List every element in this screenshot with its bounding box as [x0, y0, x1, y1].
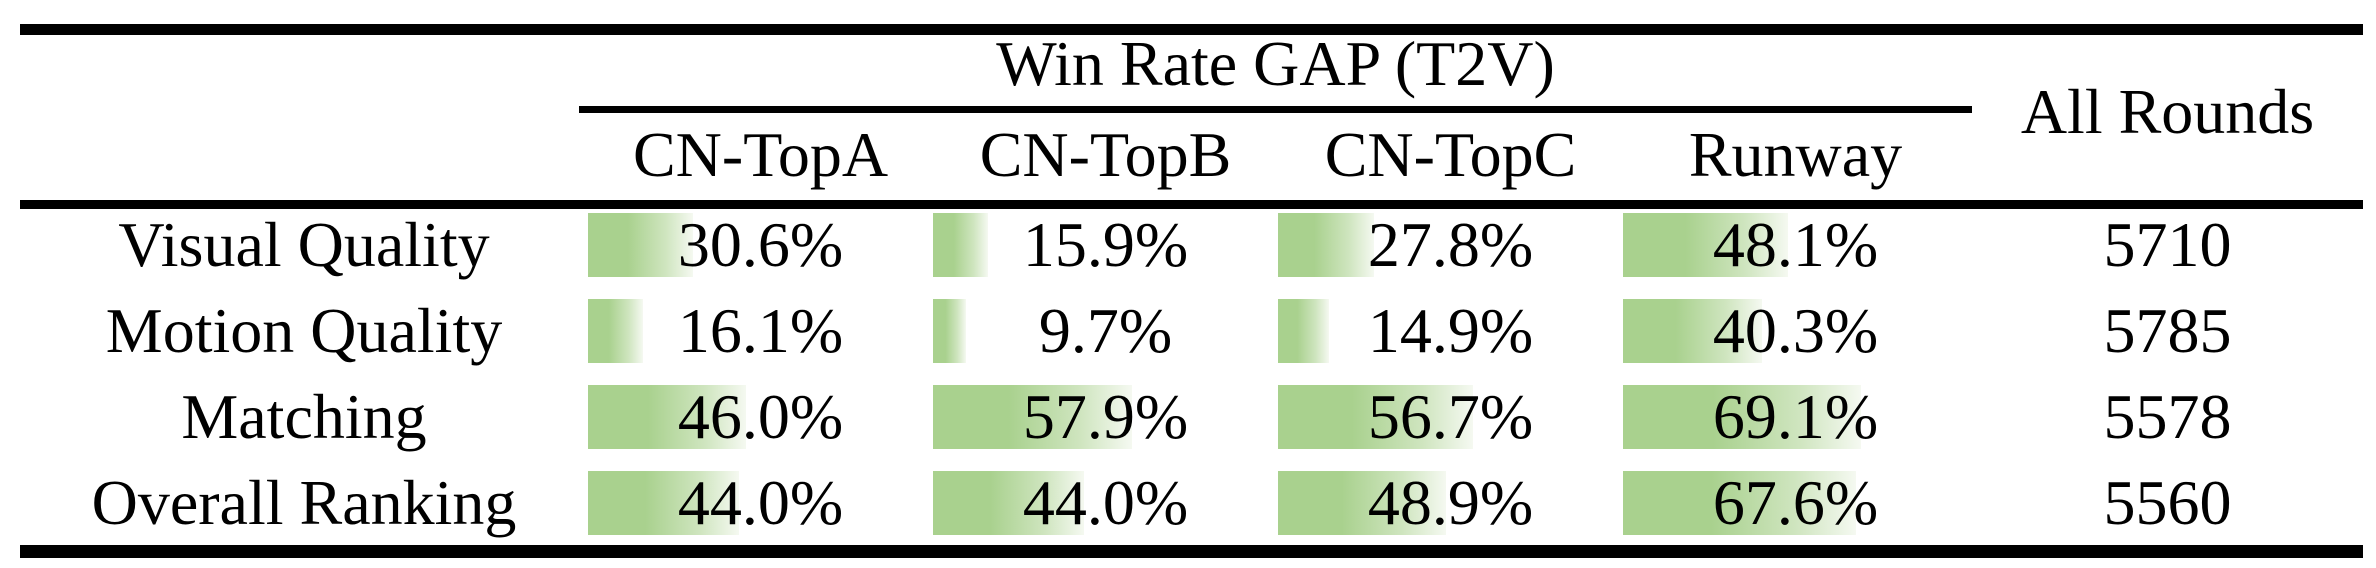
win-rate-bar [588, 385, 746, 449]
all-rounds-value: 5710 [2103, 209, 2232, 280]
win-rate-bar [1623, 471, 1856, 535]
column-header-cn-topc: CN-TopC [1324, 119, 1577, 190]
win-rate-bar [588, 213, 693, 277]
win-rate-bar [933, 213, 988, 277]
column-header-cn-topa: CN-TopA [632, 119, 889, 190]
row-label: Visual Quality [118, 209, 490, 280]
win-rate-bar [1623, 213, 1788, 277]
win-rate-bar [933, 385, 1132, 449]
row-label: Matching [181, 381, 427, 452]
win-rate-value: 40.3% [1712, 295, 1879, 366]
table-cell: 30.6% [588, 213, 933, 277]
win-rate-value: 48.1% [1712, 209, 1879, 280]
win-rate-value: 30.6% [677, 209, 844, 280]
win-rate-bar [1278, 299, 1329, 363]
table-cell: 57.9% [933, 385, 1278, 449]
bottom-rule [20, 545, 2363, 558]
win-rate-bar [1278, 213, 1374, 277]
row-label: Motion Quality [105, 295, 503, 366]
win-rate-value: 14.9% [1367, 295, 1534, 366]
table-cell: 16.1% [588, 299, 933, 363]
table-cell: 44.0% [588, 471, 933, 535]
win-rate-bar [1278, 385, 1473, 449]
win-rate-bar [933, 471, 1084, 535]
table-cell: 14.9% [1278, 299, 1623, 363]
win-rate-bar [933, 299, 966, 363]
win-rate-value: 69.1% [1712, 381, 1879, 452]
table-cell: 48.9% [1278, 471, 1623, 535]
win-rate-bar [588, 471, 739, 535]
win-rate-value: 57.9% [1022, 381, 1189, 452]
row-label: Overall Ranking [91, 467, 517, 538]
table-cell: 27.8% [1278, 213, 1623, 277]
win-rate-value: 67.6% [1712, 467, 1879, 538]
table-cell: 9.7% [933, 299, 1278, 363]
win-rate-value: 44.0% [1022, 467, 1189, 538]
table-cell: 48.1% [1623, 213, 1968, 277]
group-header-title: Win Rate GAP (T2V) [996, 28, 1555, 99]
all-rounds-value: 5578 [2103, 381, 2232, 452]
header-rule [20, 200, 2363, 209]
table-cell: 69.1% [1623, 385, 1968, 449]
column-header-all-rounds: All Rounds [2020, 76, 2315, 147]
win-rate-value: 16.1% [677, 295, 844, 366]
top-rule [20, 24, 2363, 35]
table-cell: 56.7% [1278, 385, 1623, 449]
win-rate-value: 44.0% [677, 467, 844, 538]
table-cell: 40.3% [1623, 299, 1968, 363]
table-cell: 46.0% [588, 385, 933, 449]
win-rate-bar [1623, 299, 1762, 363]
table-cell: 15.9% [933, 213, 1278, 277]
all-rounds-value: 5785 [2103, 295, 2232, 366]
win-rate-value: 46.0% [677, 381, 844, 452]
win-rate-value: 27.8% [1367, 209, 1534, 280]
win-rate-bar [588, 299, 643, 363]
win-rate-value: 15.9% [1022, 209, 1189, 280]
win-rate-bar [1278, 471, 1446, 535]
table-cell: 44.0% [933, 471, 1278, 535]
win-rate-value: 48.9% [1367, 467, 1534, 538]
win-rate-bar [1623, 385, 1861, 449]
all-rounds-value: 5560 [2103, 467, 2232, 538]
column-header-cn-topb: CN-TopB [979, 119, 1232, 190]
group-underline-rule [579, 106, 1972, 113]
win-rate-value: 9.7% [1038, 295, 1173, 366]
table-cell: 67.6% [1623, 471, 1968, 535]
win-rate-value: 56.7% [1367, 381, 1534, 452]
column-header-runway: Runway [1688, 119, 1903, 190]
